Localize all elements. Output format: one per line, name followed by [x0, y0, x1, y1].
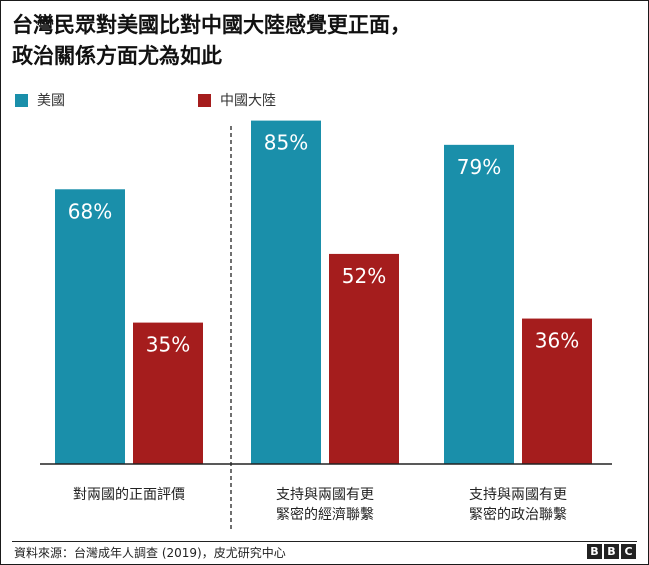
category-label-2-line-2: 緊密的經濟聯繫	[276, 506, 374, 523]
data-label-usa-3: 79%	[457, 155, 501, 179]
bbc-logo-letter-2: B	[604, 544, 619, 559]
legend-swatch-china	[198, 93, 211, 107]
footer-divider	[12, 541, 637, 542]
bbc-logo-letter-3: C	[621, 544, 636, 559]
legend-item-usa: 美國	[15, 90, 65, 110]
data-label-china-2: 52%	[342, 264, 386, 288]
bar-china-2	[329, 253, 399, 464]
legend-label-usa: 美國	[37, 93, 65, 109]
data-label-usa-2: 85%	[264, 131, 308, 155]
category-label-2-line-1: 支持與兩國有更	[276, 487, 374, 503]
bar-china-1	[133, 322, 203, 464]
legend-label-china: 中國大陸	[220, 93, 276, 109]
legend-item-china: 中國大陸	[198, 90, 276, 110]
bar-usa-2	[251, 120, 321, 464]
title-line-2: 政治關係方面尤為如此	[12, 44, 222, 68]
data-label-china-1: 35%	[146, 333, 190, 357]
category-label-3-line-2: 緊密的政治聯繫	[469, 506, 567, 523]
category-label-3-line-1: 支持與兩國有更	[469, 487, 567, 503]
bar-usa-1	[55, 189, 125, 464]
bar-chart: 68%35%對兩國的正面評價85%52%支持與兩國有更緊密的經濟聯繫79%36%…	[40, 120, 612, 530]
data-label-usa-1: 68%	[68, 199, 112, 223]
chart-title: 台灣民眾對美國比對中國大陸感覺更正面， 政治關係方面尤為如此	[12, 10, 632, 72]
bbc-logo-letter-1: B	[587, 544, 602, 559]
title-line-1: 台灣民眾對美國比對中國大陸感覺更正面，	[12, 13, 411, 37]
bar-china-3	[522, 318, 592, 464]
bar-usa-3	[444, 144, 514, 464]
category-label-1-line-1: 對兩國的正面評價	[73, 486, 185, 503]
source-note: 資料來源：台灣成年人調查 (2019)，皮尤研究中心	[14, 546, 286, 560]
data-label-china-3: 36%	[535, 329, 579, 353]
bbc-logo: B B C	[587, 544, 636, 559]
legend-swatch-usa	[15, 93, 28, 107]
